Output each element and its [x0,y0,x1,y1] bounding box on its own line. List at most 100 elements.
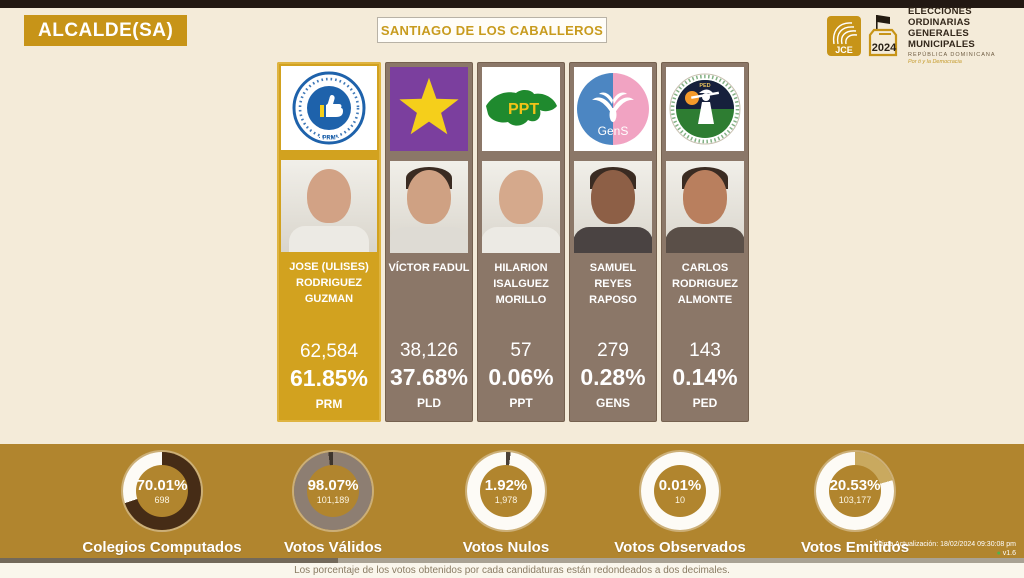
candidate-name-line: HILARION [494,262,548,274]
stat-count: 1,978 [494,495,518,505]
stat-label: Votos Observados [614,539,746,556]
vote-count: 57 [510,340,532,361]
avatar-torso [574,227,652,253]
donut-chart-colegios: 70.01% 698 [123,452,201,530]
video-progress-bar[interactable] [0,558,1024,563]
status-dot-icon: ● [996,550,1001,557]
candidate-cards-row: · PRM · JOSE (ULISES) RODRIGUEZ GUZMAN 6… [277,62,749,422]
video-progress-played [0,558,338,563]
prm-logo-icon: · PRM · [292,71,366,145]
stat-votos-nulos: 1.92% 1,978 Votos Nulos [401,452,611,556]
top-border-bar [0,0,1024,8]
party-label: GENS [595,396,630,410]
candidate-name-line: CARLOS [681,262,729,274]
candidate-photo [390,161,468,253]
candidate-card-prm: · PRM · JOSE (ULISES) RODRIGUEZ GUZMAN 6… [277,62,381,422]
avatar-head [499,170,543,224]
ppt-logo-icon: PPT [486,90,557,126]
election-brand: JCE 2024 ELECCIONES ORDINARIAS GENERALES… [826,6,1024,65]
donut-chart-validos: 98.07% 101,189 [294,452,372,530]
vote-count: 279 [597,340,629,361]
stat-percent: 70.01% [136,477,188,494]
vote-percent: 37.68% [389,364,468,390]
avatar-head [591,170,635,224]
svg-text:GenS: GenS [598,124,629,138]
donut-chart-emitidos: 20.53% 103,177 [816,452,894,530]
stat-count: 103,177 [838,495,872,505]
vote-count: 143 [689,340,721,361]
election-title-line2: GENERALES MUNICIPALES [908,28,975,50]
stat-count: 10 [674,495,685,505]
candidate-name-line: ISALGUEZ [493,278,549,290]
candidate-name-line: RAPOSO [589,294,637,306]
party-label: PPT [509,396,533,410]
candidate-name-line: VÍCTOR FADUL [388,262,470,274]
avatar-head [683,170,727,224]
donut-center: 98.07% 101,189 [307,465,359,517]
election-title-block: ELECCIONES ORDINARIAS GENERALES MUNICIPA… [908,6,1024,65]
stat-votos-validos: 98.07% 101,189 Votos Válidos [228,452,438,556]
stat-percent: 1.92% [484,477,528,494]
election-tagline: Por ti y la Democracia [908,59,962,65]
donut-center: 20.53% 103,177 [829,465,881,517]
donut-chart-nulos: 1.92% 1,978 [467,452,545,530]
candidate-name: HILARION ISALGUEZ MORILLO [478,260,564,310]
party-label: PED [692,396,718,410]
stat-votos-emitidos: 20.53% 103,177 Votos Emitidos [750,452,960,556]
candidate-name-line: ALMONTE [677,294,733,306]
party-label: PRM [315,397,343,411]
municipality-title: SANTIAGO DE LOS CABALLEROS [377,17,607,43]
stat-label: Votos Válidos [283,539,383,556]
donut-center: 70.01% 698 [136,465,188,517]
last-update-note: Última Actualización: 18/02/2024 09:30:0… [874,540,1016,558]
party-label: PLD [417,396,441,410]
avatar-torso [390,227,468,253]
vote-percent: 0.06% [488,364,554,390]
candidate-name-line: RODRIGUEZ [672,278,738,290]
stat-percent: 98.07% [307,477,359,494]
candidate-name-line: MORILLO [495,294,547,306]
avatar-head [407,170,451,224]
jce-logo-icon: JCE [827,15,861,56]
stat-percent: 20.53% [829,477,881,494]
candidate-name-line: RODRIGUEZ [296,277,362,289]
svg-text:JCE: JCE [835,45,853,55]
ballot-box-2024-icon: 2024 [868,14,897,56]
party-logo-box: PPT [482,67,560,151]
candidate-photo [281,160,377,252]
candidate-name-line: SAMUEL REYES [589,262,637,290]
candidate-name-line: JOSE (ULISES) [289,261,369,273]
vote-count: 62,584 [299,341,359,362]
vote-percent: 0.14% [672,364,738,390]
candidate-photo [482,161,560,253]
pld-logo-icon [399,77,459,135]
stat-votos-observados: 0.01% 10 Votos Observados [575,452,785,556]
stat-count: 101,189 [316,495,350,505]
election-subtitle: REPÚBLICA DOMINICANA [908,52,996,58]
donut-chart-observados: 0.01% 10 [641,452,719,530]
footnote-bar: Los porcentaje de los votos obtenidos po… [0,563,1024,578]
stat-label: Colegios Computados [82,539,242,556]
avatar-torso [666,227,744,253]
party-logo-box: PED [666,67,744,151]
svg-text:PED: PED [699,83,710,89]
vote-percent: 61.85% [289,365,368,391]
party-logo-box [390,67,468,151]
candidate-name: JOSE (ULISES) RODRIGUEZ GUZMAN [277,259,381,309]
party-logo-box: GenS [574,67,652,151]
donut-center: 1.92% 1,978 [480,465,532,517]
ped-logo-icon: PED [669,73,741,145]
candidate-card-pld: VÍCTOR FADUL 38,126 37.68% PLD [385,62,473,422]
svg-text:PPT: PPT [508,101,539,118]
candidate-photo [666,161,744,253]
last-update-text: Última Actualización: 18/02/2024 09:30:0… [873,541,1016,548]
candidate-card-gens: GenS SAMUEL REYES RAPOSO 279 0.28% GENS [569,62,657,422]
gens-logo-icon: GenS [577,73,649,145]
vote-count: 38,126 [399,340,459,361]
candidate-card-ppt: PPT HILARION ISALGUEZ MORILLO 57 0.06% P… [477,62,565,422]
statistics-strip: 70.01% 698 Colegios Computados 98.07% 10… [0,444,1024,560]
party-logo-box: · PRM · [281,66,377,150]
contest-title: ALCALDE(SA) [24,15,188,46]
candidate-name: CARLOS RODRIGUEZ ALMONTE [662,260,748,310]
